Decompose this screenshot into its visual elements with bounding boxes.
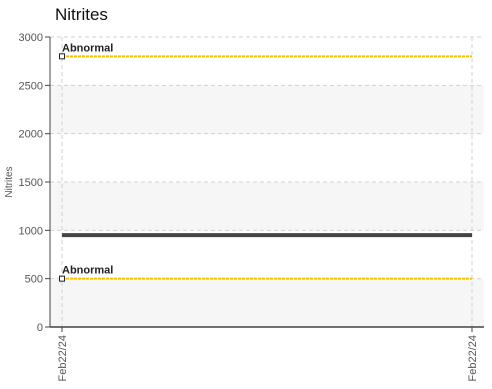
threshold-label: Abnormal bbox=[62, 265, 113, 277]
y-tick-label: 1500 bbox=[19, 177, 43, 189]
y-tick-label: 2000 bbox=[19, 129, 43, 141]
plot-band bbox=[50, 182, 484, 231]
chart-title: Nitrites bbox=[55, 5, 108, 24]
x-tick-label: Feb22/24 bbox=[467, 335, 479, 381]
y-tick-label: 2500 bbox=[19, 80, 43, 92]
threshold-label: Abnormal bbox=[62, 42, 113, 54]
threshold-marker bbox=[59, 53, 65, 60]
y-axis-title: Nitrites bbox=[4, 166, 15, 197]
y-tick-label: 3000 bbox=[19, 32, 43, 44]
y-tick-label: 1000 bbox=[19, 225, 43, 237]
plot-band bbox=[50, 85, 484, 134]
plot-band bbox=[50, 278, 484, 327]
y-tick-label: 0 bbox=[37, 322, 43, 334]
y-tick-label: 500 bbox=[25, 274, 43, 286]
threshold-marker bbox=[59, 275, 65, 282]
x-tick-label: Feb22/24 bbox=[57, 335, 69, 381]
